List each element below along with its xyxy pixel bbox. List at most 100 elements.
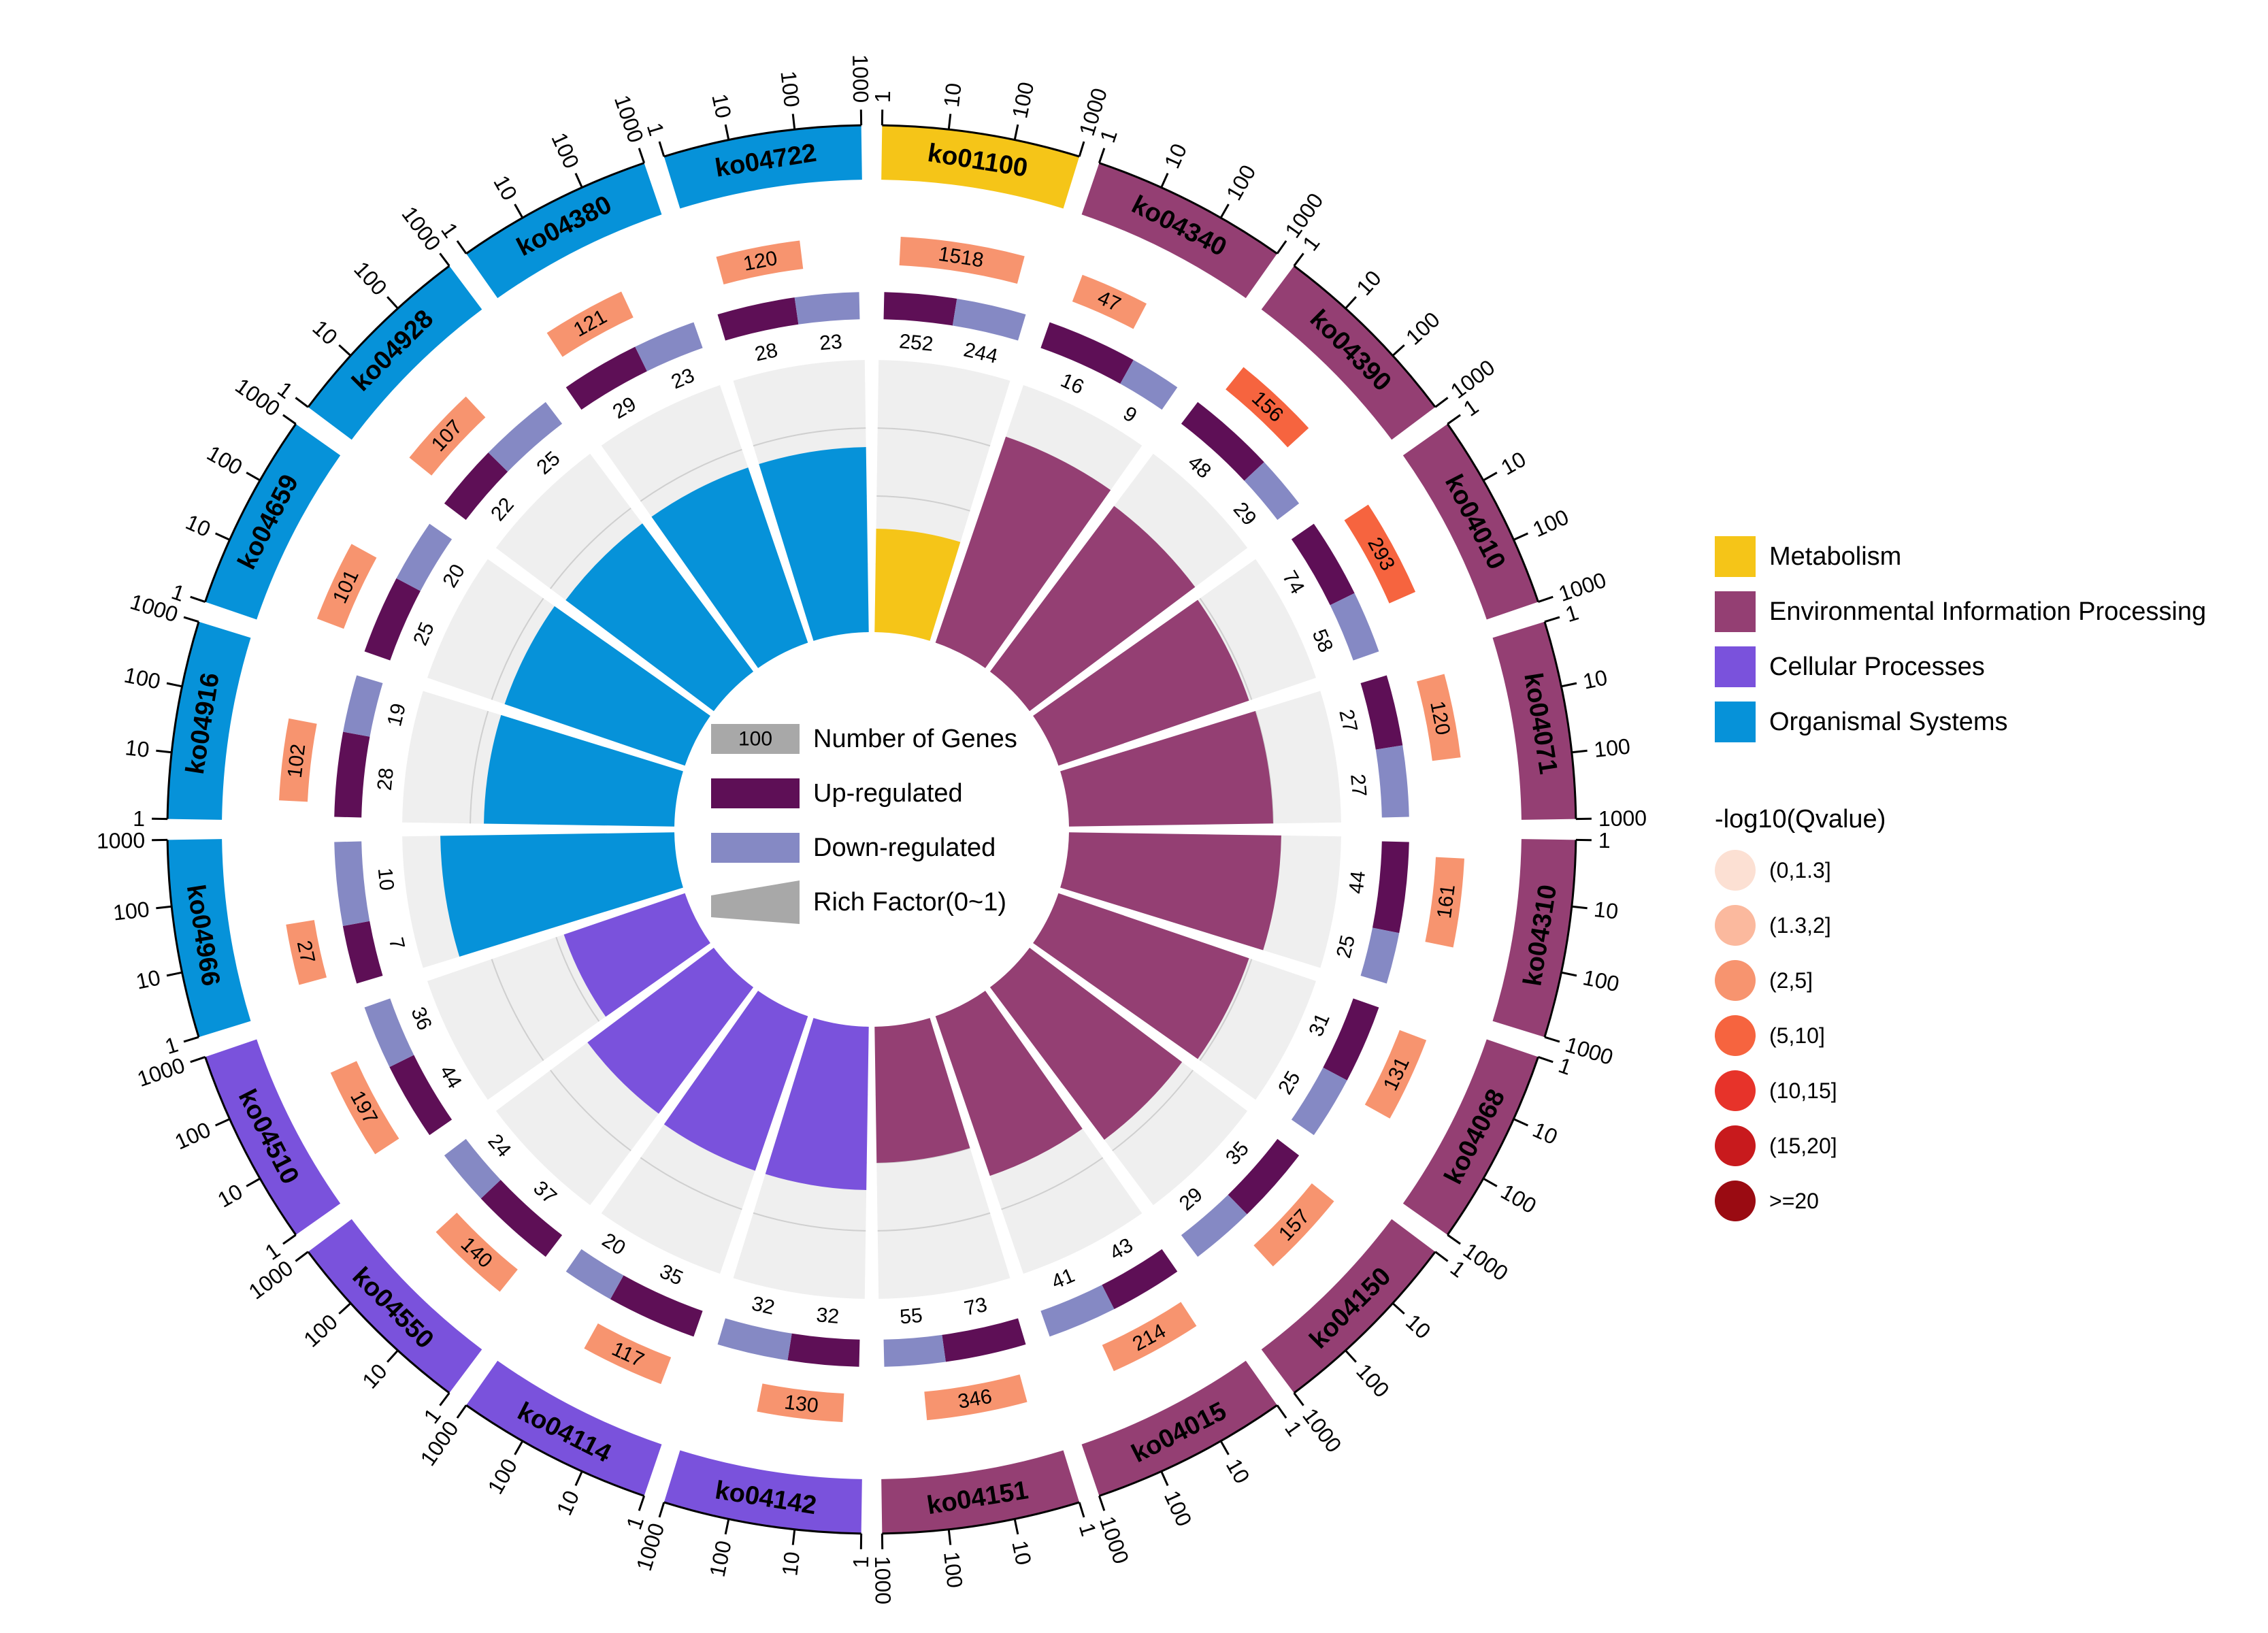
down-regulated-label: 25 xyxy=(1332,933,1360,960)
scale-tick xyxy=(456,1404,467,1419)
qvalue-swatch xyxy=(1715,905,1756,946)
up-regulated-label: 252 xyxy=(898,330,934,355)
scale-tick-label: 10 xyxy=(489,171,522,205)
down-regulated-bar xyxy=(1120,360,1178,410)
scale-tick-label: 1 xyxy=(1459,394,1483,421)
scale-tick-label: 10 xyxy=(214,1179,247,1213)
down-regulated-bar xyxy=(334,841,370,926)
scale-tick xyxy=(282,1234,297,1245)
qvalue-title: -log10(Qvalue) xyxy=(1715,805,1886,834)
up-regulated-bar xyxy=(565,346,647,410)
rich-factor-gridline xyxy=(876,495,970,512)
scale-axis xyxy=(882,1501,1080,1535)
down-regulated-bar xyxy=(717,1318,792,1361)
scale-tick xyxy=(190,595,206,604)
scale-tick-label: 10 xyxy=(357,1359,392,1393)
down-regulated-bar xyxy=(565,1249,624,1300)
scale-tick-label: 1000 xyxy=(134,1053,188,1091)
rich-factor-bar xyxy=(935,991,1083,1176)
scale-tick-label: 100 xyxy=(776,69,804,108)
scale-tick xyxy=(1434,1251,1449,1262)
gene-count-bar xyxy=(1364,1029,1427,1119)
up-regulated-bar xyxy=(1372,841,1409,934)
category-band xyxy=(308,1219,482,1393)
scale-tick-label: 1 xyxy=(1095,127,1122,146)
up-regulated-bar xyxy=(342,921,383,984)
scale-tick xyxy=(387,1349,399,1363)
scale-axis xyxy=(307,1251,450,1394)
scale-tick-label: 10 xyxy=(1593,897,1620,924)
rich-factor-gridline xyxy=(470,710,489,824)
scale-tick-label: 1 xyxy=(1298,231,1324,255)
scale-tick-label: 1000 xyxy=(870,1556,895,1605)
scale-tick-label: 100 xyxy=(1351,1359,1394,1402)
scale-tick xyxy=(947,1529,952,1545)
down-regulated-bar xyxy=(364,998,414,1068)
scale-axis xyxy=(204,1056,297,1236)
category-band xyxy=(1081,163,1277,299)
rich-factor-gridline xyxy=(640,448,742,502)
rich-factor-gridline xyxy=(491,959,544,1061)
class-swatch xyxy=(1715,646,1756,687)
scale-tick-label: 1000 xyxy=(1556,567,1609,606)
scale-axis xyxy=(1543,840,1577,1038)
scale-axis xyxy=(465,162,645,254)
up-regulated-label: 43 xyxy=(1106,1234,1137,1264)
scale-axis xyxy=(1447,1056,1539,1236)
scale-tick xyxy=(1571,749,1588,754)
scale-tick xyxy=(1434,397,1449,408)
scale-tick xyxy=(338,344,352,357)
scale-tick-label: 1 xyxy=(1562,600,1581,627)
rich-factor-gridline xyxy=(1112,1070,1194,1151)
scale-tick xyxy=(295,397,309,408)
up-regulated-bar xyxy=(1323,998,1379,1081)
scale-tick xyxy=(156,905,172,910)
scale-tick xyxy=(638,1496,646,1511)
scale-tick xyxy=(1013,1519,1019,1535)
scale-tick-label: 100 xyxy=(705,1538,736,1579)
scale-tick xyxy=(1392,344,1405,357)
scale-tick-label: 1 xyxy=(162,1032,181,1059)
scale-tick-label: 10 xyxy=(1221,1455,1255,1488)
scale-tick xyxy=(183,616,199,623)
scale-tick-label: 10 xyxy=(1401,1309,1436,1344)
rich-factor-bar xyxy=(1033,893,1249,1059)
up-regulated-bar xyxy=(787,1333,860,1367)
qvalue-label: >=20 xyxy=(1769,1189,1819,1213)
category-band xyxy=(1261,265,1436,440)
down-regulated-bar xyxy=(488,401,563,472)
track-swatch-number xyxy=(711,724,800,754)
rich-factor-bar xyxy=(651,467,808,668)
scale-tick-label: 1000 xyxy=(244,1255,298,1304)
category-band xyxy=(308,265,482,440)
scale-tick-label: 1000 xyxy=(1298,1404,1347,1457)
scale-axis xyxy=(882,124,1080,158)
down-regulated-label: 244 xyxy=(962,338,1000,367)
scale-tick-label: 1000 xyxy=(610,92,648,146)
down-regulated-label: 20 xyxy=(438,561,470,592)
class-swatch xyxy=(1715,702,1756,742)
category-band xyxy=(466,1360,662,1496)
up-regulated-label: 27 xyxy=(1334,708,1362,735)
scale-tick xyxy=(791,114,796,130)
gene-count-bar xyxy=(1226,367,1309,448)
scale-tick xyxy=(514,203,524,218)
scale-tick-label: 100 xyxy=(1497,1179,1541,1219)
category-band xyxy=(466,163,662,299)
scale-tick xyxy=(1483,1177,1498,1187)
rich-factor-gridline xyxy=(555,936,600,1022)
up-regulated-label: 44 xyxy=(1345,870,1370,895)
scale-tick xyxy=(791,1529,796,1545)
down-regulated-label: 41 xyxy=(1049,1264,1079,1293)
up-regulated-label: 35 xyxy=(1221,1138,1253,1170)
down-regulated-label: 27 xyxy=(1346,773,1370,797)
qvalue-swatch xyxy=(1715,1070,1756,1111)
scale-tick-label: 1 xyxy=(169,579,188,606)
rich-factor-bar xyxy=(663,991,808,1171)
scale-tick-label: 100 xyxy=(939,1551,968,1589)
scale-tick-label: 10 xyxy=(1160,140,1191,172)
down-regulated-bar xyxy=(1375,745,1409,818)
scale-tick-label: 1 xyxy=(1598,828,1611,853)
scale-tick xyxy=(1345,1349,1357,1363)
